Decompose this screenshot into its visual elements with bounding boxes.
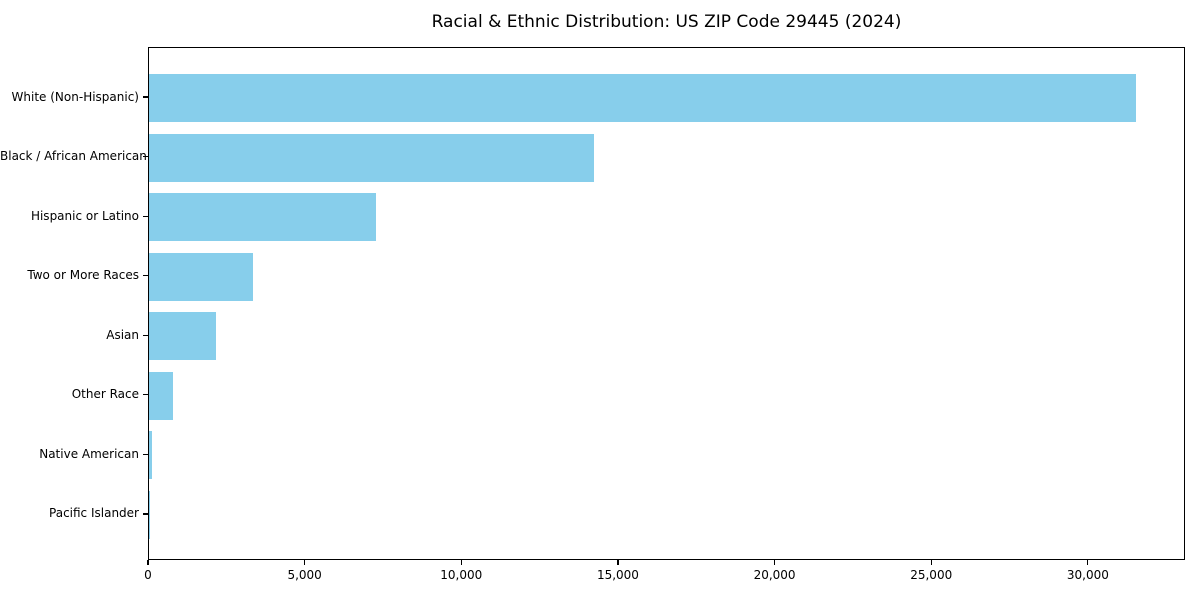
y-axis-label-black-african-american: Black / African American [0,149,147,164]
x-axis-tick [460,560,462,565]
bar-other-race [149,371,174,420]
x-axis-tick-label: 20,000 [753,568,796,582]
y-axis-label-other-race: Other Race [71,387,139,402]
bar-black-african-american [149,133,594,182]
bar-pacific-islander [149,490,150,539]
x-axis-tick [930,560,932,565]
y-axis-tick [143,275,148,277]
bar-white-non-hispanic [149,74,1136,122]
x-axis-tick [617,560,619,565]
bar-asian [149,312,217,361]
x-axis-tick-label: 30,000 [1066,568,1109,582]
y-axis-label-hispanic-or-latino: Hispanic or Latino [30,208,139,223]
y-axis-label-two-or-more-races: Two or More Races [27,268,139,283]
x-axis-tick-label: 5,000 [287,568,322,582]
y-axis-tick [143,334,148,336]
x-axis-tick [773,560,776,565]
y-axis-tick [143,215,148,217]
x-axis-tick-label: 15,000 [596,568,639,582]
bar-hispanic-or-latino [149,193,377,242]
chart-title: Racial & Ethnic Distribution: US ZIP Cod… [431,12,902,32]
x-axis-tick-label: 10,000 [440,568,483,582]
y-axis-tick [143,155,148,158]
x-axis-tick-label: 0 [144,568,152,582]
y-axis-label-asian: Asian [106,327,139,342]
x-axis-tick [1087,560,1089,565]
plot-area [148,47,1185,560]
y-axis-label-native-american: Native American [39,446,139,461]
bar-native-american [149,431,153,480]
x-axis-tick-label: 25,000 [910,568,953,582]
y-axis-tick [143,453,148,455]
x-axis-tick [304,560,306,565]
y-axis-label-white-non-hispanic: White (Non-Hispanic) [11,89,139,104]
bar-two-or-more-races [149,252,254,301]
y-axis-tick [143,394,148,396]
y-axis-tick [143,96,148,98]
y-axis-tick [143,513,148,515]
x-axis-tick [147,560,149,565]
y-axis-label-pacific-islander: Pacific Islander [49,506,139,521]
